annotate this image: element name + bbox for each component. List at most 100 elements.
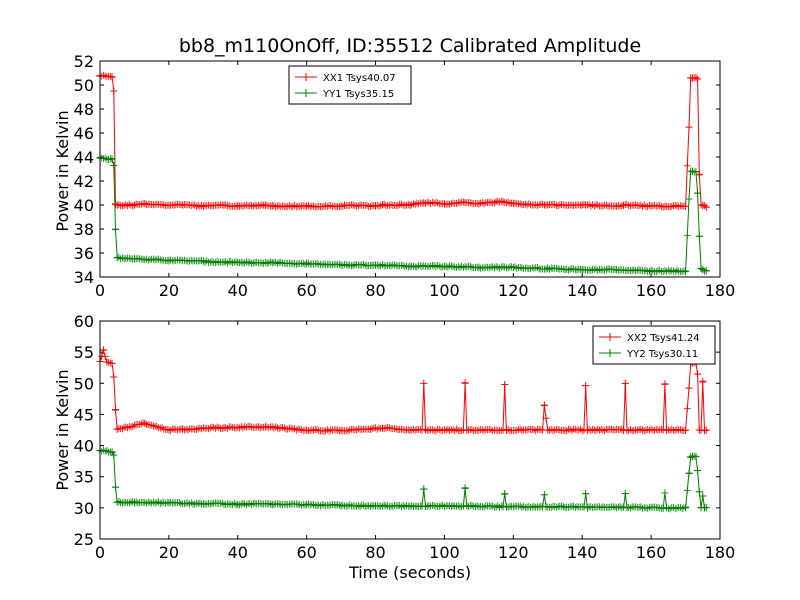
- data-point: [234, 423, 242, 431]
- data-point: [373, 425, 381, 433]
- data-point: [676, 426, 684, 434]
- data-point: [478, 503, 486, 511]
- data-point: [108, 448, 116, 456]
- data-point: [103, 447, 111, 455]
- data-point: [389, 502, 397, 510]
- data-point: [115, 497, 123, 505]
- data-point: [509, 503, 517, 511]
- data-point: [685, 195, 693, 203]
- data-point: [504, 198, 512, 206]
- data-point: [248, 501, 256, 509]
- data-point: [187, 202, 195, 210]
- data-point: [554, 202, 562, 210]
- data-point: [637, 425, 645, 433]
- data-point: [466, 262, 474, 270]
- legend-label: XX1 Tsys40.07: [323, 73, 396, 84]
- data-point: [213, 258, 221, 266]
- data-point: [387, 262, 395, 270]
- data-point: [310, 500, 318, 508]
- data-point: [141, 419, 149, 427]
- data-point: [256, 424, 264, 432]
- data-point: [205, 201, 212, 209]
- data-point: [453, 199, 460, 207]
- y-tick-label: 52: [74, 52, 94, 71]
- data-point: [428, 198, 436, 206]
- data-point: [108, 155, 116, 163]
- data-point: [125, 200, 133, 208]
- y-tick-label: 30: [74, 499, 94, 518]
- data-point: [527, 265, 535, 273]
- data-point: [203, 257, 211, 265]
- data-point: [325, 427, 333, 435]
- data-point: [205, 425, 212, 433]
- data-point: [239, 424, 247, 432]
- data-point: [480, 503, 488, 511]
- data-point: [236, 501, 243, 509]
- data-point: [225, 500, 233, 508]
- data-point: [454, 263, 462, 271]
- data-point: [692, 167, 700, 175]
- data-point: [342, 427, 350, 435]
- series-YY1 Tsys35.15: [96, 153, 710, 276]
- y-tick-label: 45: [74, 405, 94, 424]
- data-point: [568, 265, 576, 273]
- data-point: [458, 503, 466, 511]
- data-point: [413, 263, 421, 271]
- data-point: [284, 501, 292, 509]
- data-point: [461, 379, 469, 387]
- data-point: [108, 359, 116, 367]
- data-point: [394, 502, 402, 510]
- data-point: [601, 427, 609, 435]
- data-point: [702, 203, 710, 211]
- data-point: [112, 483, 119, 491]
- data-point: [480, 427, 488, 435]
- data-point: [144, 256, 152, 264]
- x-tick-label: 140: [567, 543, 598, 562]
- data-point: [682, 426, 690, 434]
- data-point: [304, 259, 312, 267]
- data-point: [637, 503, 645, 511]
- data-point: [158, 200, 166, 208]
- data-point: [530, 264, 538, 272]
- y-tick-label: 42: [74, 172, 94, 191]
- data-point: [459, 198, 467, 206]
- legend-label: YY1 Tsys35.15: [322, 89, 394, 100]
- data-point: [651, 503, 659, 511]
- data-point: [310, 426, 318, 434]
- data-point: [354, 202, 362, 210]
- data-point: [702, 426, 710, 434]
- y-tick-label: 60: [74, 312, 94, 331]
- data-point: [291, 201, 299, 209]
- data-point: [490, 199, 498, 207]
- data-point: [690, 168, 698, 176]
- data-point: [151, 499, 159, 507]
- axes-frame: [99, 320, 721, 540]
- y-tick-label: 46: [74, 124, 94, 143]
- data-point: [292, 500, 300, 508]
- legend-marker: [302, 73, 310, 81]
- data-point: [258, 201, 266, 209]
- data-point: [440, 503, 448, 511]
- data-point: [306, 427, 314, 435]
- data-point: [582, 490, 590, 498]
- plot-area: [96, 71, 710, 276]
- data-point: [108, 73, 116, 81]
- data-point: [380, 501, 388, 509]
- data-point: [702, 504, 710, 512]
- data-point: [112, 406, 119, 414]
- data-point: [246, 422, 254, 430]
- data-point: [378, 261, 386, 269]
- x-tick-label: 100: [429, 543, 460, 562]
- data-point: [415, 425, 423, 433]
- data-point: [542, 414, 550, 422]
- data-point: [444, 425, 452, 433]
- data-point: [189, 425, 197, 433]
- data-point: [578, 427, 586, 435]
- data-point: [344, 427, 352, 435]
- data-point: [353, 426, 361, 434]
- data-point: [230, 499, 238, 507]
- data-point: [594, 267, 602, 275]
- data-point: [444, 263, 452, 271]
- data-point: [334, 501, 342, 509]
- data-point: [112, 200, 119, 208]
